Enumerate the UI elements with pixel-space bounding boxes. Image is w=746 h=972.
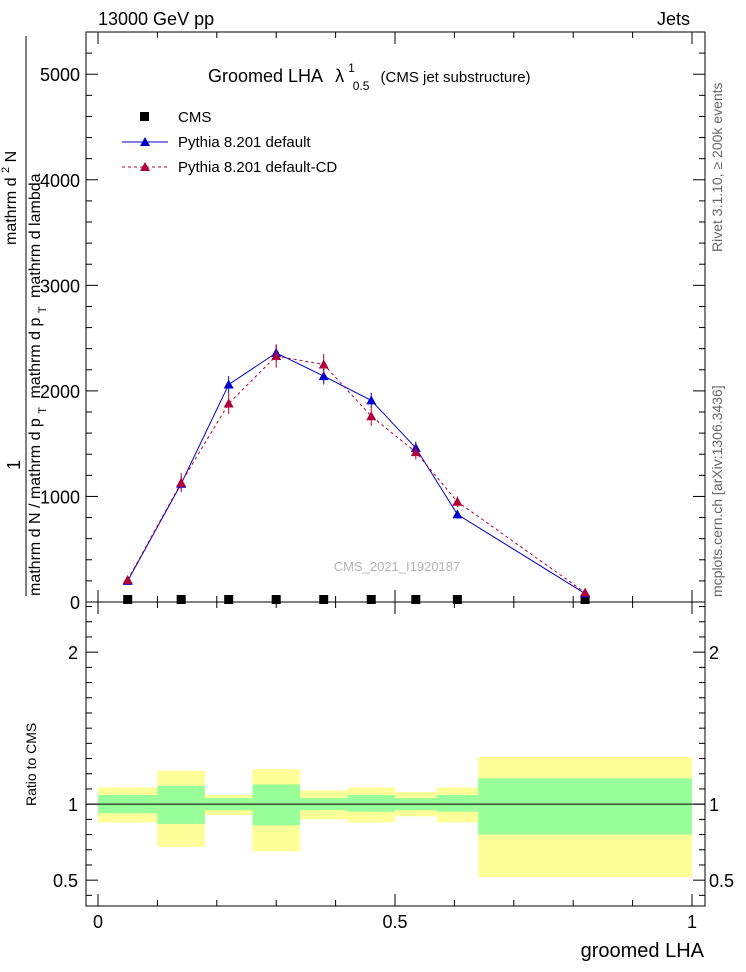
pythia-default-point bbox=[366, 395, 377, 405]
ratio-ytick-label-right: 0.5 bbox=[709, 871, 734, 891]
legend-label-cms: CMS bbox=[178, 109, 211, 126]
energy-label: 13000 GeV pp bbox=[98, 9, 214, 29]
ratio-ylabel: Ratio to CMS bbox=[23, 723, 39, 806]
pythia-cd-line bbox=[127, 355, 586, 593]
pythia-cd-point bbox=[176, 477, 187, 487]
pythia-cd-point bbox=[223, 398, 234, 408]
main-ytick-label: 5000 bbox=[40, 65, 80, 85]
pythia-cd-point bbox=[271, 351, 282, 361]
pythia-cd-point bbox=[410, 447, 421, 457]
main-ytick-label: 0 bbox=[70, 593, 80, 613]
ratio-plot-frame bbox=[85, 601, 706, 907]
analysis-watermark: CMS_2021_I1920187 bbox=[334, 559, 461, 574]
pythia-cd-point bbox=[122, 574, 133, 584]
main-ytick-label: 4000 bbox=[40, 171, 80, 191]
ylabel-denominator: mathrm d N / mathrm d p T mathrm d p T m… bbox=[27, 173, 50, 596]
title-symbol: λ bbox=[335, 66, 344, 86]
title-sub: 0.5 bbox=[353, 79, 370, 93]
pythia-cd-point bbox=[580, 587, 591, 597]
main-ytick-label: 2000 bbox=[40, 382, 80, 402]
rivet-label: Rivet 3.1.10, ≥ 200k events bbox=[709, 82, 725, 252]
main-ytick-label: 3000 bbox=[40, 276, 80, 296]
ratio-inner-band bbox=[252, 784, 300, 826]
main-plot-panel: 0 1000 2000 3000 4000 5000 Groomed LHA λ 1 0.… bbox=[0, 31, 706, 613]
legend-label-pythia-default: Pythia 8.201 default bbox=[178, 134, 311, 151]
pythia-default-point bbox=[318, 371, 329, 381]
title-suffix: (CMS jet substructure) bbox=[381, 69, 531, 86]
svg-text:Groomed LHA λ: Groomed LHA λ 1 0.5 (CMS jet substructur… bbox=[208, 56, 531, 94]
title-main: Groomed LHA bbox=[208, 66, 323, 86]
cms-data-point bbox=[411, 595, 421, 604]
ratio-ytick-label: 0.5 bbox=[53, 871, 78, 891]
ylabel-fraction-one: 1 bbox=[4, 460, 24, 470]
main-ylabel: 1 mathrm d N / mathrm d p T mathrm d p T… bbox=[0, 36, 50, 596]
ratio-xtick-label: 0 bbox=[93, 912, 103, 932]
ratio-ytick-label-right: 2 bbox=[709, 643, 719, 663]
title-sup: 1 bbox=[348, 61, 355, 75]
legend-marker-pythia-cd bbox=[140, 162, 150, 171]
cms-data-point bbox=[176, 595, 186, 604]
ratio-inner-band bbox=[478, 778, 692, 835]
mcplots-label: mcplots.cern.ch [arXiv:1306.3436] bbox=[709, 385, 725, 597]
legend-label-pythia-cd: Pythia 8.201 default-CD bbox=[178, 159, 337, 176]
cms-data-point bbox=[271, 595, 281, 604]
pythia-default-point bbox=[452, 509, 463, 519]
cms-data-point bbox=[580, 595, 590, 604]
cms-data-point bbox=[123, 595, 133, 604]
ylabel-numerator: mathrm d 2 N bbox=[0, 151, 20, 245]
cms-data-point bbox=[224, 595, 234, 604]
process-label: Jets bbox=[657, 9, 690, 29]
ratio-ytick-label-right: 1 bbox=[709, 795, 719, 815]
cms-data-point bbox=[319, 595, 329, 604]
ratio-inner-band bbox=[436, 795, 479, 812]
pythia-cd-point bbox=[452, 496, 463, 506]
ratio-ytick-label: 2 bbox=[68, 643, 78, 663]
cms-data-point bbox=[366, 595, 376, 604]
pythia-cd-point bbox=[366, 411, 377, 421]
legend-marker-cms bbox=[140, 112, 149, 121]
ratio-xlabel: groomed LHA bbox=[581, 940, 705, 962]
ratio-inner-band bbox=[347, 795, 395, 812]
legend-marker-pythia-default bbox=[140, 137, 150, 146]
main-ytick-label: 1000 bbox=[40, 487, 80, 507]
cms-data-point bbox=[452, 595, 462, 604]
ratio-xtick-label: 0.5 bbox=[382, 912, 407, 932]
pythia-default-point bbox=[223, 379, 234, 389]
pythia-cd-point bbox=[318, 359, 329, 369]
ratio-inner-band bbox=[157, 785, 205, 824]
plot-title: Groomed LHA λ 1 0.5 (CMS jet substructur… bbox=[208, 56, 531, 94]
ratio-xtick-label: 1 bbox=[687, 912, 697, 932]
pythia-default-line bbox=[127, 352, 586, 594]
ratio-plot-panel: 0.5 0.5 1 1 2 2 0 0.5 1 Ratio to CMS groomed LHA bbox=[23, 601, 734, 962]
legend: CMS Pythia 8.201 default Pythia 8.201 de… bbox=[122, 109, 337, 176]
ratio-ytick-label: 1 bbox=[68, 795, 78, 815]
